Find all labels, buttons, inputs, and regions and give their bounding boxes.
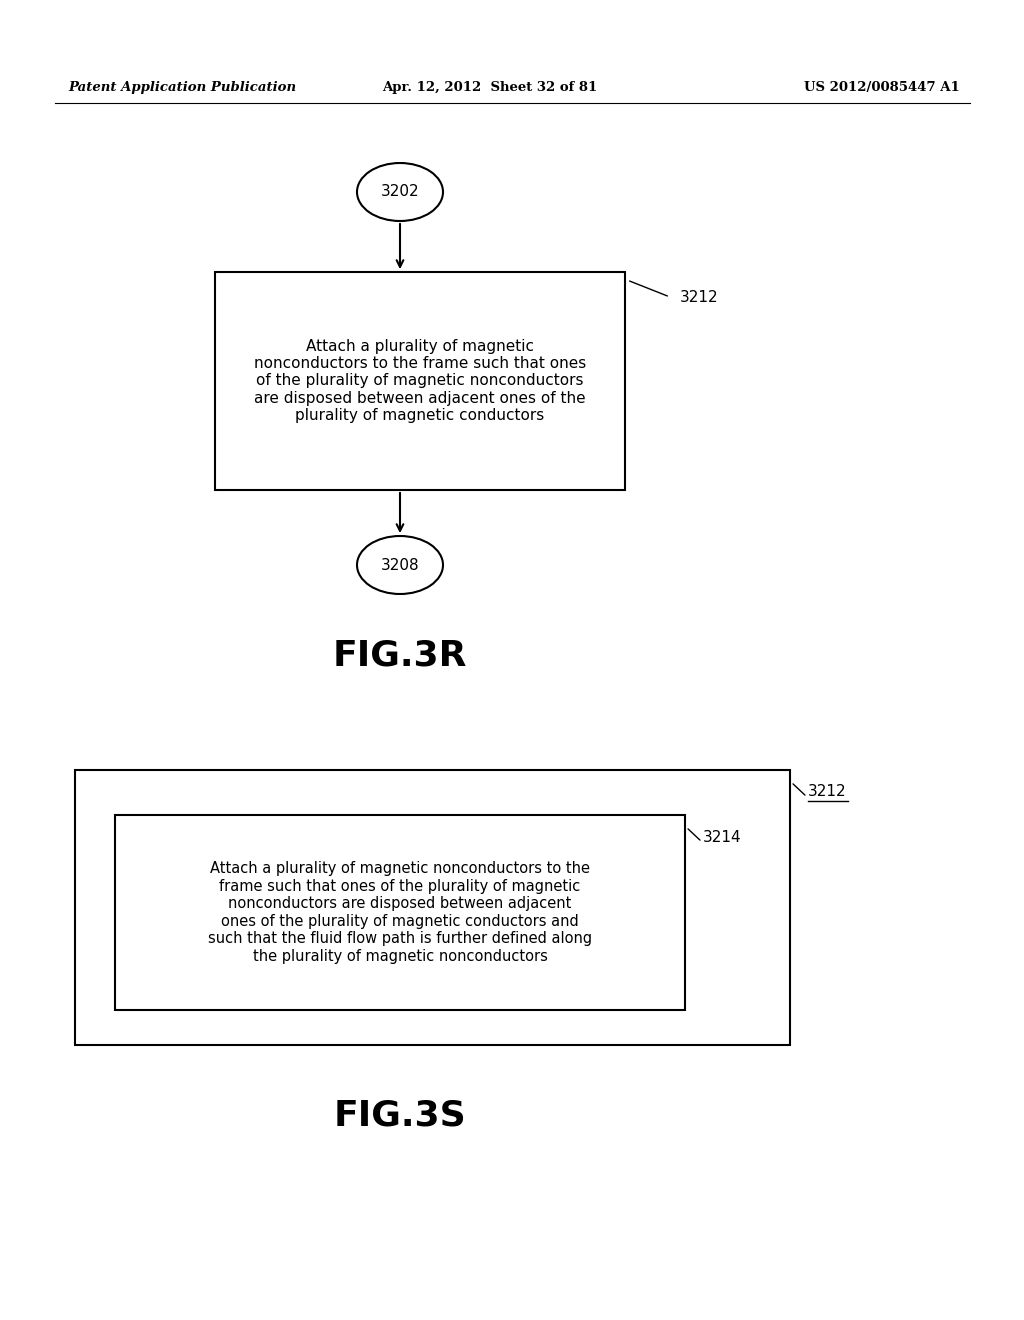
Text: Attach a plurality of magnetic nonconductors to the
frame such that ones of the : Attach a plurality of magnetic nonconduc… [208, 862, 592, 964]
Bar [215, 272, 625, 490]
Text: 3212: 3212 [808, 784, 847, 800]
Text: 3214: 3214 [703, 829, 741, 845]
Text: 3208: 3208 [381, 557, 419, 573]
Ellipse shape [357, 536, 443, 594]
Text: FIG.3S: FIG.3S [334, 1098, 466, 1133]
Text: Patent Application Publication: Patent Application Publication [68, 82, 296, 95]
Text: 3212: 3212 [680, 289, 719, 305]
Text: US 2012/0085447 A1: US 2012/0085447 A1 [804, 82, 961, 95]
Text: FIG.3R: FIG.3R [333, 638, 467, 672]
Text: Apr. 12, 2012  Sheet 32 of 81: Apr. 12, 2012 Sheet 32 of 81 [382, 82, 598, 95]
Bar [115, 814, 685, 1010]
Text: 3202: 3202 [381, 185, 419, 199]
Ellipse shape [357, 162, 443, 220]
Text: Attach a plurality of magnetic
nonconductors to the frame such that ones
of the : Attach a plurality of magnetic nonconduc… [254, 339, 586, 424]
Bar [75, 770, 790, 1045]
